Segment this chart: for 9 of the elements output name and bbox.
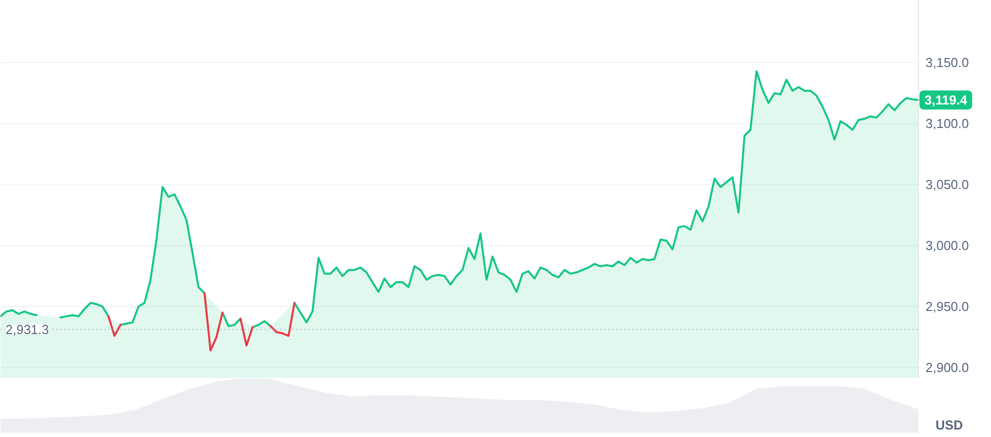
y-tick-label: 2,900.0 (926, 360, 969, 376)
y-tick-label: 3,100.0 (926, 116, 969, 132)
ref-line-label: 2,931.3 (6, 322, 49, 337)
y-tick-label: 3,150.0 (926, 55, 969, 70)
data-label: 3,119.4 (924, 92, 968, 108)
y-tick-label: 3,050.0 (926, 177, 969, 192)
y-tick-label: 2,950.0 (926, 299, 969, 314)
y-axis-title: USD (936, 418, 963, 432)
y-tick-label: 3,000.0 (926, 238, 969, 254)
